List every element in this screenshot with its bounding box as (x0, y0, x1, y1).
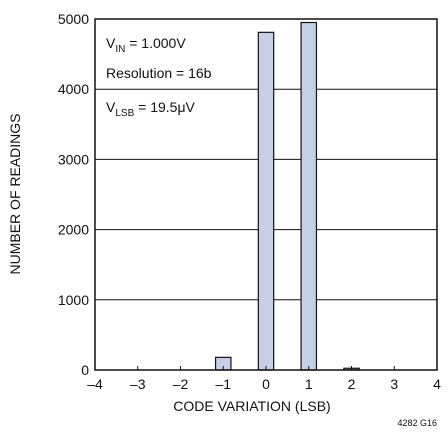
x-tick-label: 2 (348, 376, 356, 392)
x-tick-label: –1 (215, 376, 231, 392)
y-tick-label: 0 (81, 362, 89, 378)
x-tick-labels: –4 –3 –2 –1 0 1 2 3 4 (87, 376, 441, 392)
x-tick-label: 0 (262, 376, 270, 392)
histogram-bar (300, 21, 318, 371)
x-tick-label: 3 (390, 376, 398, 392)
annotation-vin: VIN = 1.000V (106, 35, 186, 55)
histogram-bar (257, 31, 275, 371)
y-tick-labels: 0 1000 2000 3000 4000 5000 (58, 11, 89, 378)
bars (214, 21, 360, 371)
y-tick-label: 1000 (58, 292, 89, 308)
y-tick-label: 4000 (58, 81, 89, 97)
y-tick-label: 2000 (58, 222, 89, 238)
x-tick-label: 4 (433, 376, 441, 392)
x-tick-label: –3 (130, 376, 146, 392)
figure-code: 4282 G16 (397, 418, 437, 428)
y-axis-title: NUMBER OF READINGS (7, 113, 23, 274)
x-tick-label: –2 (173, 376, 189, 392)
annotation-resolution: Resolution = 16b (106, 65, 212, 81)
x-axis-title: CODE VARIATION (LSB) (173, 398, 330, 414)
y-tick-label: 5000 (58, 11, 89, 27)
x-tick-label: 1 (305, 376, 313, 392)
y-tick-label: 3000 (58, 151, 89, 167)
axis-ticks (94, 366, 438, 370)
x-tick-label: –4 (87, 376, 103, 392)
annotation-vlsb: VLSB = 19.5μV (106, 99, 196, 119)
